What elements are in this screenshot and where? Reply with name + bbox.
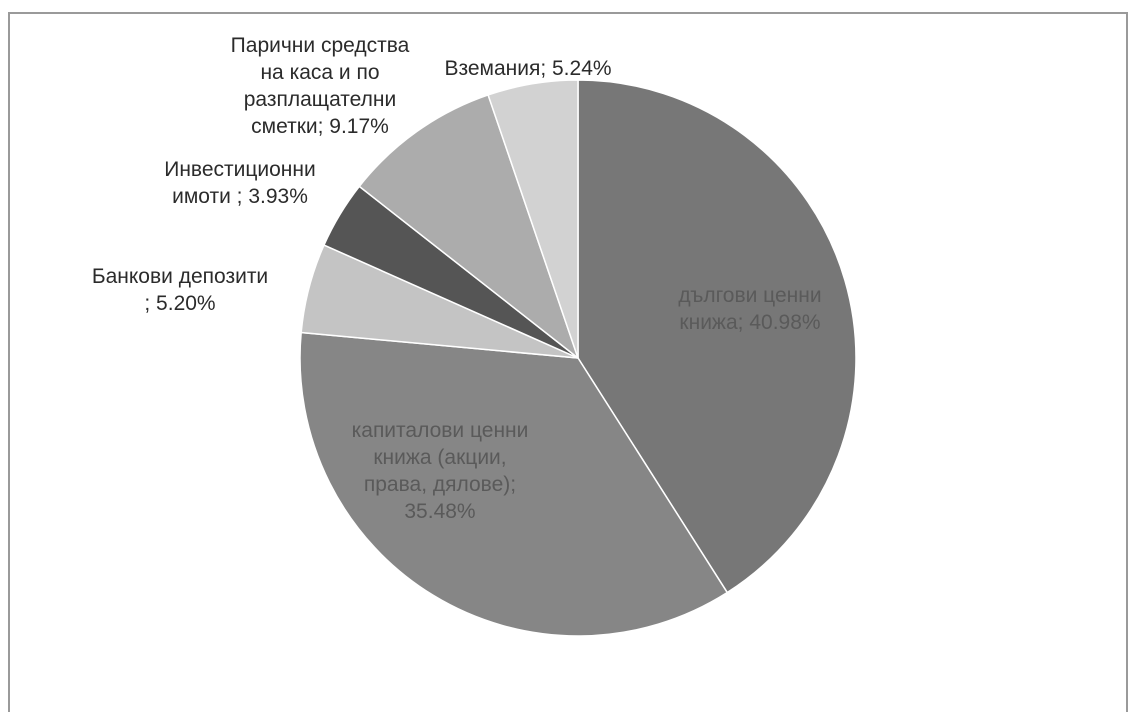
slice-label-line: сметки; 9.17% (251, 115, 389, 138)
slice-label-3: Банкови депозити ; 5.20% (92, 265, 268, 315)
slice-label-line: ; 5.20% (144, 292, 215, 315)
pie-slices (299, 79, 857, 637)
pie-slice-6 (487, 79, 579, 359)
pie-slice-1 (577, 79, 857, 594)
slice-label-line: Вземания; 5.24% (444, 57, 611, 80)
slice-label-line: права, дялове); (364, 473, 516, 496)
slice-label-line: разплащателни (244, 88, 397, 111)
slice-label-4: Инвестиционни имоти ; 3.93% (164, 158, 316, 208)
slice-label-line: книжа; 40.98% (679, 311, 820, 334)
slice-label-line: Банкови депозити (92, 265, 268, 288)
slice-label-line: на каса и по (260, 61, 379, 84)
pie-slice-2 (299, 331, 729, 637)
slice-label-1: дългови ценни книжа; 40.98% (678, 284, 821, 334)
pie-labels: дългови ценни книжа; 40.98% капиталови цен… (92, 34, 822, 523)
slice-label-line: Инвестиционни (164, 158, 316, 181)
slice-label-2: капиталови ценни книжа (акции, права, дяло… (352, 419, 529, 523)
slice-label-line: капиталови ценни (352, 419, 529, 442)
slice-label-5: Парични средства на каса и по разплащателн… (231, 34, 410, 138)
pie-slice-5 (358, 93, 580, 361)
slice-label-6: Вземания; 5.24% (444, 57, 611, 80)
slice-label-line: дългови ценни (678, 284, 821, 307)
slice-label-line: 35.48% (404, 500, 475, 523)
slice-label-line: Парични средства (231, 34, 410, 57)
slice-label-line: книжа (акции, (373, 446, 506, 469)
slice-label-line: имоти ; 3.93% (172, 185, 308, 208)
